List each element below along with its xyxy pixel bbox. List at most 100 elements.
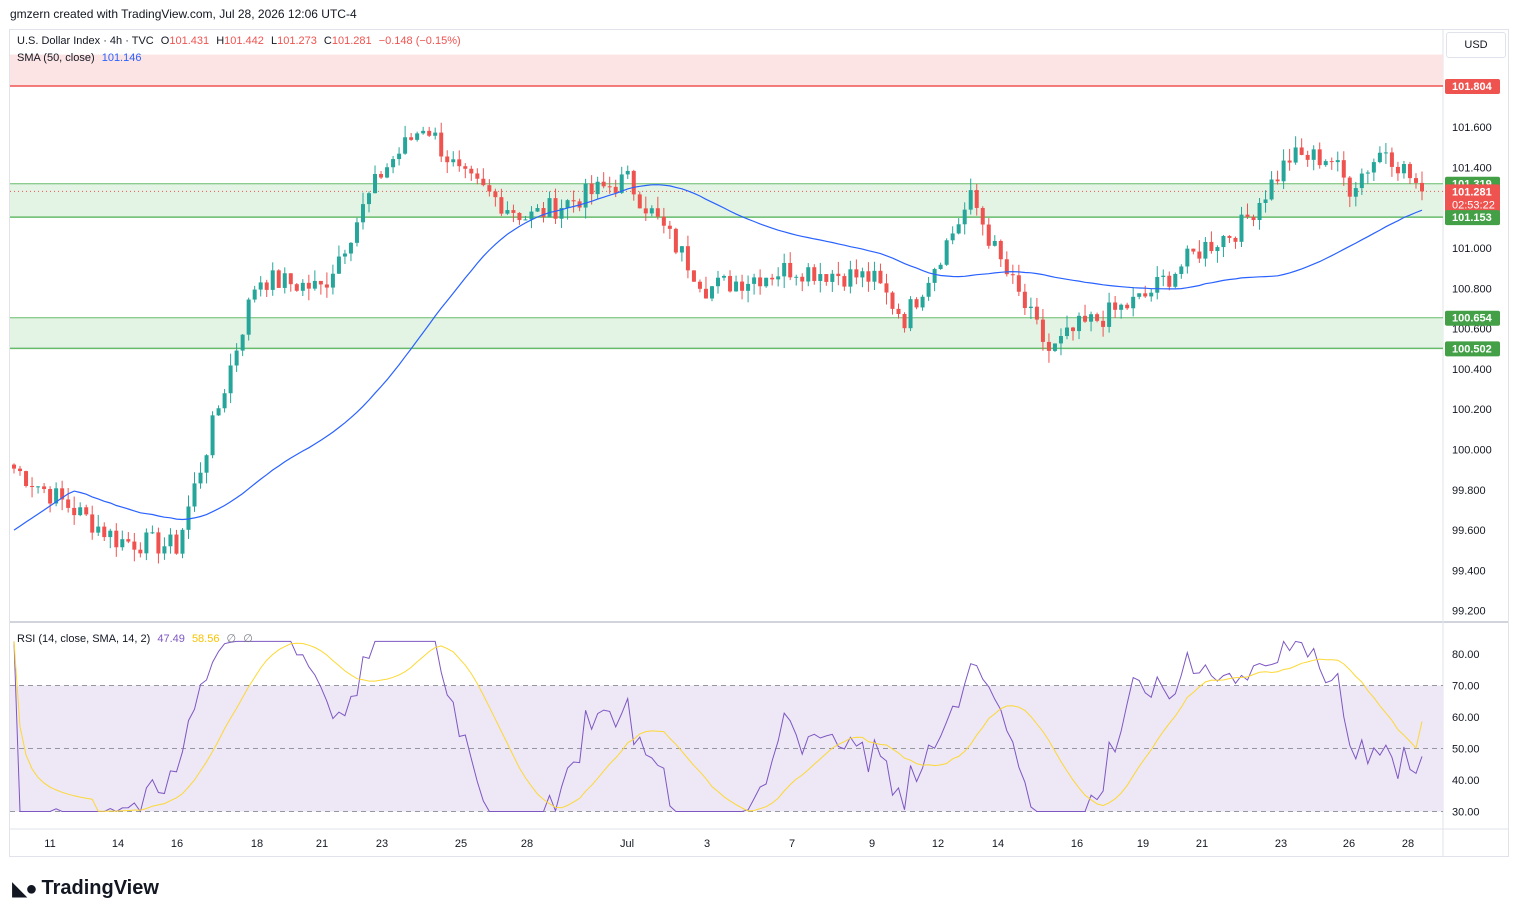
time-tick-6: 25 (455, 838, 467, 850)
symbol-legend: U.S. Dollar Index · 4h · TVC O101.431 H1… (17, 35, 465, 47)
candle-body (318, 280, 323, 285)
candle-body (1275, 179, 1280, 182)
candle-body (673, 228, 678, 253)
candle-body (1305, 154, 1310, 160)
candle-body (824, 274, 829, 282)
candle-body (535, 208, 540, 212)
candle-body (427, 130, 432, 136)
candle-body (1143, 293, 1148, 297)
rsi-ma-line (13, 641, 1423, 812)
time-tick-4: 21 (316, 838, 328, 850)
candle-body (150, 532, 155, 534)
candle-body (848, 269, 853, 287)
candle-body (1395, 166, 1400, 174)
candle-body (1269, 179, 1274, 200)
candle-body (457, 159, 462, 167)
candle-body (354, 222, 359, 243)
candle-body (186, 506, 191, 530)
candle-body (625, 170, 630, 175)
price-tick-4: 100.600 (1452, 324, 1492, 336)
candle-body (926, 282, 931, 297)
candle-body (1251, 216, 1256, 221)
candle-body (1317, 149, 1322, 166)
candle-body (1365, 172, 1370, 174)
candle-body (1095, 314, 1100, 321)
candle-body (1257, 202, 1262, 221)
candle-body (1131, 296, 1136, 309)
candle-body (619, 174, 624, 193)
candle-body (547, 198, 552, 218)
price-tick-7: 100.000 (1452, 445, 1492, 457)
close-value: 101.281 (331, 35, 372, 47)
candle-body (517, 212, 522, 221)
time-tick-5: 23 (376, 838, 388, 850)
candle-body (312, 280, 317, 289)
sma-value: 101.146 (101, 52, 142, 64)
candle-body (1125, 304, 1130, 309)
price-label-bg-2 (1445, 184, 1500, 213)
price-label-3: 101.153 (1452, 212, 1492, 224)
candle-body (24, 471, 29, 486)
candle-body (878, 270, 883, 284)
candle-body (1407, 164, 1412, 179)
candle-body (770, 277, 775, 280)
candle-body (637, 194, 642, 209)
time-tick-14: 16 (1071, 838, 1083, 850)
candle-body (324, 284, 329, 288)
time-tick-1: 14 (112, 838, 124, 850)
candle-body (379, 174, 384, 178)
candle-body (102, 526, 107, 538)
candle-body (96, 526, 101, 533)
candle-body (559, 207, 564, 219)
candle-body (493, 191, 498, 198)
rsi-extra-1: ∅ (226, 633, 237, 645)
candle-body (336, 256, 341, 274)
sma-line (13, 184, 1423, 531)
candle-body (998, 240, 1003, 260)
candle-body (180, 529, 185, 554)
candle-body (1347, 177, 1352, 197)
price-tick-11: 99.200 (1452, 606, 1486, 618)
candle-body (216, 408, 221, 416)
price-label-2: 101.281 (1452, 186, 1492, 198)
candle-body (198, 472, 203, 484)
candle-body (758, 277, 763, 287)
candle-body (373, 174, 378, 194)
candle-body (132, 541, 137, 550)
time-tick-15: 19 (1137, 838, 1149, 850)
price-countdown: 02:53:22 (1452, 199, 1495, 211)
time-tick-12: 12 (932, 838, 944, 850)
candle-body (48, 489, 53, 504)
open-label: O (160, 35, 170, 47)
rsi-ma-value: 58.56 (191, 633, 220, 645)
candle-body (746, 283, 751, 291)
candle-body (1420, 182, 1424, 192)
candle-body (415, 133, 420, 140)
candle-body (764, 277, 769, 287)
candle-body (595, 181, 600, 195)
candle-body (740, 281, 745, 291)
candle-body (282, 273, 287, 288)
candle-body (1089, 314, 1094, 322)
candle-body (234, 350, 239, 366)
candle-body (54, 488, 59, 504)
candle-body (1401, 164, 1406, 174)
currency-button[interactable]: USD (1446, 32, 1506, 58)
candle-body (1016, 275, 1021, 292)
candle-body (896, 308, 901, 315)
candle-body (258, 282, 263, 290)
candle-body (90, 514, 95, 533)
candle-body (812, 267, 817, 281)
candle-body (204, 455, 209, 473)
candle-body (342, 253, 347, 257)
price-tick-5: 100.400 (1452, 364, 1492, 376)
candle-body (1227, 235, 1232, 238)
low-value: 101.273 (277, 35, 317, 47)
candle-body (1083, 315, 1088, 322)
candle-body (1287, 160, 1292, 163)
candle-body (385, 167, 390, 178)
candle-body (956, 224, 961, 234)
candle-body (583, 183, 588, 208)
brand-name: TradingView (41, 877, 159, 899)
